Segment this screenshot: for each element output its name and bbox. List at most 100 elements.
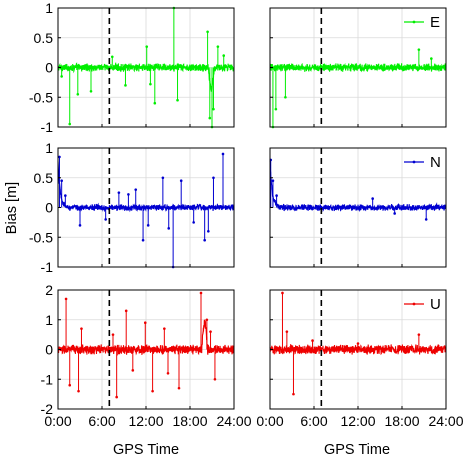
- series-trace: [57, 319, 235, 357]
- spike-point: [60, 179, 63, 183]
- spike-point: [281, 291, 284, 295]
- panel-u-right: 0:00 6:00 12:00 18:00 24:00 U: [256, 289, 464, 429]
- panel-e-right: E: [269, 7, 447, 129]
- legend-label-u: U: [430, 296, 441, 313]
- y-tick-label: 1: [45, 140, 53, 156]
- spike-point: [80, 327, 83, 330]
- spike-point: [417, 333, 421, 336]
- panel-u-left: -2 -1 0 1 2 0:00 6:00 12:00 18:00 24:00: [41, 282, 252, 429]
- x-tick-label: 0:00: [256, 413, 283, 429]
- spike-point: [64, 194, 67, 197]
- legend-marker: [412, 20, 416, 24]
- spike-point: [430, 57, 433, 60]
- subplot-grid: -1 -0.5 0 0.5 1 E -1 -0.5 0 0.5 1 N -2 -1 0 1 2 0:00 6:00 1…: [29, 0, 464, 429]
- spike-point: [208, 116, 212, 120]
- spike-point: [141, 238, 145, 242]
- y-tick-label: -1: [41, 119, 54, 135]
- x-tick-label: 18:00: [172, 413, 207, 429]
- spike-point: [163, 327, 166, 330]
- spike-point: [206, 30, 209, 34]
- series-trace: [269, 160, 447, 213]
- spike-point: [274, 107, 278, 111]
- spike-point: [212, 176, 215, 180]
- spike-point: [417, 48, 421, 51]
- y-tick-label: -1: [41, 371, 54, 387]
- series-trace: [269, 343, 447, 356]
- x-tick-label: 0:00: [44, 413, 71, 429]
- x-tick-label: 6:00: [300, 413, 327, 429]
- legend-label-n: N: [430, 154, 441, 171]
- panel-n-left: -1 -0.5 0 0.5 1: [29, 140, 235, 275]
- y-tick-label: 2: [45, 282, 53, 298]
- spike-point: [78, 224, 82, 227]
- spike-point: [64, 297, 68, 301]
- panel-e-left: -1 -0.5 0 0.5 1: [29, 0, 235, 135]
- spike-point: [221, 152, 225, 156]
- spike-point: [143, 321, 147, 325]
- spike-point: [104, 218, 107, 221]
- x-tick-label: 12:00: [340, 413, 375, 429]
- spike-point: [89, 90, 93, 93]
- spike-point: [110, 55, 114, 59]
- spike-point: [60, 75, 63, 78]
- series-trace: [269, 62, 447, 73]
- spike-point: [127, 193, 130, 196]
- spike-point: [149, 82, 152, 86]
- spike-point: [68, 383, 72, 387]
- spike-point: [209, 330, 212, 333]
- x-tick-label: 18:00: [384, 413, 419, 429]
- y-tick-label: 0: [45, 200, 53, 216]
- spike-point: [292, 392, 295, 396]
- spike-point: [145, 45, 149, 48]
- spike-point: [124, 309, 128, 313]
- spike-point: [76, 92, 80, 96]
- y-tick-label: 1: [45, 312, 53, 328]
- spike-point: [216, 45, 220, 48]
- x-axis-label-left: GPS Time: [113, 442, 179, 458]
- spike-point: [177, 386, 181, 390]
- spike-point: [424, 218, 428, 221]
- y-tick-label: 0.5: [34, 170, 54, 186]
- spike-point: [285, 330, 289, 333]
- y-axis-label: Bias [m]: [4, 182, 20, 234]
- spike-point: [153, 101, 157, 105]
- spike-point: [117, 191, 121, 194]
- spike-point: [151, 389, 154, 393]
- legend-marker: [412, 302, 416, 306]
- spike-point: [203, 238, 206, 242]
- spike-point: [176, 98, 179, 102]
- spike-point: [222, 54, 226, 57]
- spike-point: [58, 155, 61, 159]
- spike-point: [393, 212, 396, 215]
- spike-point: [167, 227, 171, 230]
- spike-point: [124, 84, 127, 87]
- spike-point: [115, 395, 118, 399]
- spike-point: [68, 122, 72, 126]
- y-tick-label: 0.5: [34, 30, 54, 46]
- spike-point: [134, 188, 138, 191]
- y-tick-label: 1: [45, 0, 53, 16]
- y-tick-label: 0: [45, 60, 53, 76]
- spike-point: [275, 194, 278, 197]
- y-tick-label: -0.5: [29, 89, 53, 105]
- spike-point: [205, 318, 209, 322]
- legend-label-e: E: [430, 14, 440, 31]
- spike-point: [166, 372, 170, 375]
- series-trace: [57, 62, 235, 93]
- spike-point: [199, 291, 203, 295]
- x-tick-label: 12:00: [128, 413, 163, 429]
- spike-point: [213, 377, 217, 381]
- y-tick-label: -1: [41, 259, 54, 275]
- spike-point: [207, 230, 210, 233]
- spike-point: [212, 107, 215, 111]
- spike-point: [271, 179, 275, 183]
- y-tick-label: -2: [41, 401, 54, 417]
- panel-n-right: N: [269, 147, 447, 268]
- spike-point: [192, 221, 195, 224]
- spike-point: [179, 179, 183, 183]
- spike-point: [356, 342, 360, 345]
- spike-point: [111, 333, 115, 336]
- x-axis-label-right: GPS Time: [324, 442, 390, 458]
- y-tick-label: 0: [45, 342, 53, 358]
